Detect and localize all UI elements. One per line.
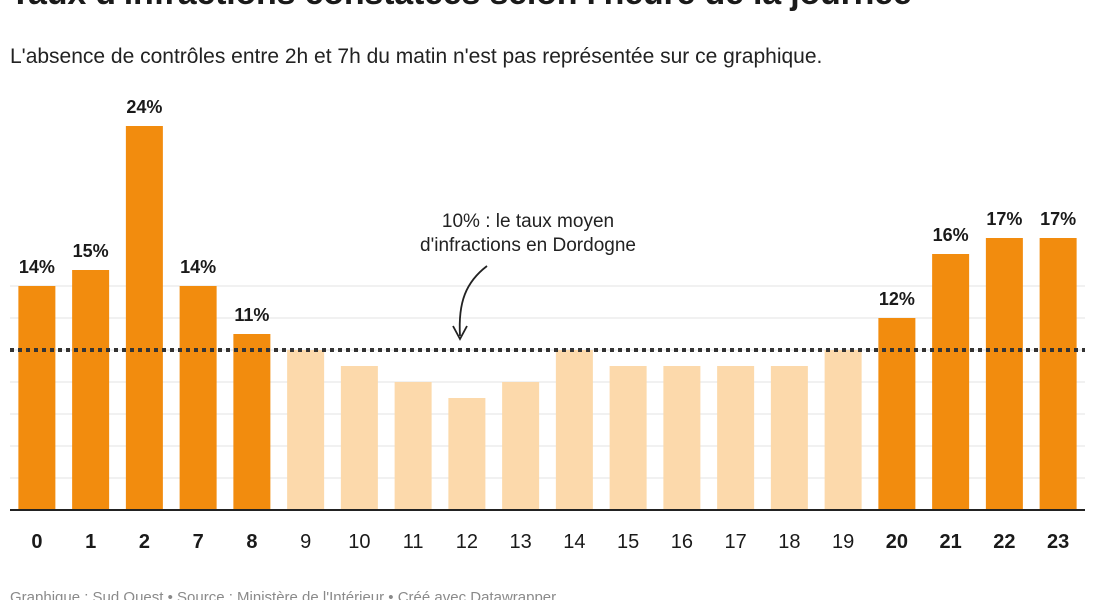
x-tick-label-15: 15 [617, 531, 639, 553]
value-label-2: 24% [126, 97, 162, 117]
bar-2 [125, 126, 163, 510]
value-label-8: 11% [234, 305, 269, 325]
value-label-1: 15% [73, 241, 109, 261]
x-tick-label-19: 19 [832, 531, 854, 553]
bar-21 [932, 254, 970, 510]
x-tick-label-14: 14 [563, 531, 585, 553]
x-tick-label-20: 20 [886, 531, 908, 553]
average-annotation-line2: d'infractions en Dordogne [420, 235, 636, 256]
x-tick-label-21: 21 [940, 531, 962, 553]
x-tick-label-8: 8 [246, 531, 257, 553]
annotation-arrow-icon [458, 265, 488, 337]
x-tick-label-7: 7 [193, 531, 204, 553]
x-tick-label-23: 23 [1047, 531, 1069, 553]
bar-9 [287, 350, 325, 510]
bar-8 [233, 334, 271, 510]
value-label-0: 14% [19, 257, 55, 277]
bar-13 [502, 382, 540, 510]
value-label-21: 16% [933, 225, 969, 245]
bar-1 [72, 270, 110, 510]
value-label-22: 17% [986, 209, 1022, 229]
bar-22 [985, 238, 1023, 510]
value-label-23: 17% [1040, 209, 1076, 229]
average-annotation-line1: 10% : le taux moyen [442, 211, 614, 232]
bar-17 [717, 366, 755, 510]
chart-title: Taux d'infractions constatées selon l'he… [10, 0, 912, 13]
annotation-arrowhead-icon [452, 325, 468, 341]
x-tick-label-17: 17 [725, 531, 747, 553]
bar-16 [663, 366, 701, 510]
bar-11 [394, 382, 432, 510]
value-label-20: 12% [879, 289, 915, 309]
x-tick-label-18: 18 [778, 531, 800, 553]
bar-18 [770, 366, 808, 510]
bar-14 [555, 350, 593, 510]
chart-source: Graphique : Sud Ouest • Source : Ministè… [10, 589, 557, 600]
x-tick-label-1: 1 [85, 531, 96, 553]
bar-10 [340, 366, 378, 510]
x-tick-label-10: 10 [348, 531, 370, 553]
bar-19 [824, 350, 862, 510]
x-tick-label-12: 12 [456, 531, 478, 553]
x-tick-label-13: 13 [510, 531, 532, 553]
value-label-7: 14% [180, 257, 216, 277]
bar-20 [878, 318, 916, 510]
x-tick-label-16: 16 [671, 531, 693, 553]
x-tick-label-0: 0 [31, 531, 42, 553]
x-tick-label-9: 9 [300, 531, 311, 553]
bar-7 [179, 286, 217, 510]
x-tick-label-11: 11 [403, 531, 424, 553]
chart-subtitle: L'absence de contrôles entre 2h et 7h du… [10, 45, 823, 68]
bar-15 [609, 366, 647, 510]
bar-0 [18, 286, 56, 510]
bar-23 [1039, 238, 1077, 510]
bar-12 [448, 398, 486, 510]
x-tick-label-22: 22 [993, 531, 1015, 553]
x-tick-label-2: 2 [139, 531, 150, 553]
